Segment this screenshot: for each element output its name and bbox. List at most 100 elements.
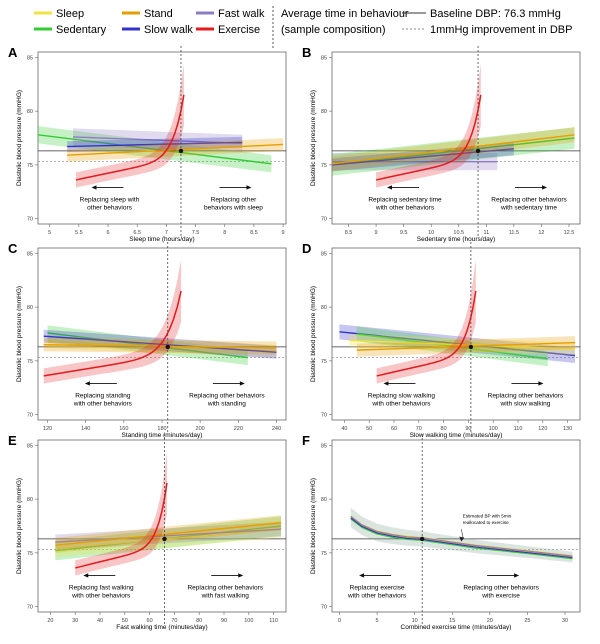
series-line-exercise [75, 482, 168, 569]
y-tick-label: 85 [27, 443, 33, 449]
annotation-arrowhead [459, 536, 465, 542]
y-tick-label: 70 [27, 413, 33, 419]
plot-frame [37, 247, 287, 421]
series-line-stand [67, 143, 284, 156]
right-caption: Replacing other behaviors [189, 392, 265, 399]
right-caption: with exercise [481, 592, 520, 599]
average-point [162, 536, 167, 542]
arrowhead-left [359, 573, 365, 578]
series-line-stand [356, 341, 576, 351]
legend-label-sleep: Sleep [56, 8, 84, 20]
right-caption: Replacing other behaviors [491, 196, 567, 203]
x-tick-label: 90 [221, 618, 227, 624]
left-caption: with other behaviors [71, 592, 131, 599]
average-point [468, 344, 474, 350]
y-tick-label: 75 [27, 359, 33, 365]
x-axis-label: Standing time (minutes/day) [122, 432, 203, 439]
y-tick-label: 85 [321, 251, 327, 257]
panel-e: E Diastolic blood pressure (mmHG) 70 75 80 85… [8, 433, 287, 631]
plot-frame [37, 51, 287, 225]
average-point [475, 148, 481, 154]
x-tick-label: 0 [338, 618, 341, 624]
legend-label-fast-walk: Fast walk [218, 8, 265, 20]
x-tick-label: 12 [538, 230, 544, 236]
x-tick-label: 110 [269, 618, 278, 624]
x-tick-label: 8.5 [250, 230, 258, 236]
x-tick-label: 60 [147, 618, 153, 624]
y-tick-label: 70 [321, 413, 327, 419]
x-tick-label: 10.5 [453, 230, 464, 236]
legend-label-exercise: Exercise [218, 24, 260, 36]
y-tick-label: 85 [27, 251, 33, 257]
x-tick-label: 100 [244, 618, 253, 624]
panel-b: B Diastolic blood pressure (mmHG) 70 75 80 85… [302, 45, 581, 243]
panel-letter: D [302, 241, 311, 256]
y-tick-label: 75 [321, 163, 327, 169]
y-tick-label: 80 [27, 109, 33, 115]
left-caption: Replacing slow walking [368, 392, 436, 399]
legend-label-sedentary: Sedentary [56, 24, 107, 36]
right-caption: with fast walking [201, 592, 250, 599]
right-caption: Replacing other [211, 196, 257, 203]
x-tick-label: 40 [341, 426, 347, 432]
ci-band-exercise [43, 259, 182, 384]
series-line-stand [55, 522, 282, 547]
series-line-slow-walk [331, 148, 514, 166]
arrowhead-left [83, 573, 89, 578]
y-axis-label: Diastolic blood pressure (mmHG) [16, 286, 23, 382]
left-caption: other behaviors [87, 204, 133, 211]
plot-frame [331, 247, 581, 421]
average-point [419, 536, 425, 542]
arrowhead-right [238, 573, 244, 578]
x-tick-label: 100 [489, 426, 498, 432]
y-tick-label: 80 [321, 109, 327, 115]
x-tick-label: 160 [119, 426, 128, 432]
panel-letter: A [8, 45, 18, 60]
arrowhead-right [538, 381, 544, 386]
arrowhead-right [514, 573, 520, 578]
x-tick-label: 5.5 [75, 230, 83, 236]
x-tick-label: 60 [391, 426, 397, 432]
x-tick-label: 40 [97, 618, 103, 624]
plot-frame [331, 439, 581, 613]
y-tick-label: 70 [27, 217, 33, 223]
arrowhead-left [383, 381, 389, 386]
x-axis-label: Sedentary time (hours/day) [417, 236, 495, 243]
x-tick-label: 120 [538, 426, 547, 432]
series-line-sleep [55, 528, 282, 550]
annotation-text: Estimated BP with 5min [463, 513, 512, 518]
arrowhead-left [387, 185, 393, 190]
right-caption: Replacing other behaviors [488, 392, 564, 399]
annotation-pointer [460, 529, 464, 539]
left-caption: with other behaviors [73, 400, 133, 407]
x-tick-label: 8 [223, 230, 226, 236]
y-tick-label: 85 [27, 55, 33, 61]
legend: Sleep Sedentary Stand Slow walk Fast wal… [34, 6, 572, 48]
panel-d: D Diastolic blood pressure (mmHG) 70 75 80 85… [302, 241, 581, 439]
x-axis-label: Fast walking time (minutes/day) [116, 624, 207, 631]
y-tick-label: 75 [27, 163, 33, 169]
x-tick-label: 30 [562, 618, 568, 624]
ci-band-exercise [376, 63, 481, 188]
x-tick-label: 10 [428, 230, 434, 236]
legend-improvement-label: 1mmHg improvement in DBP [430, 24, 572, 36]
left-caption: Replacing fast walking [69, 584, 134, 591]
left-caption: Replacing sedentary time [368, 196, 442, 203]
x-tick-label: 140 [81, 426, 90, 432]
y-axis-label: Diastolic blood pressure (mmHG) [16, 478, 23, 574]
y-tick-label: 75 [321, 359, 327, 365]
legend-label-slow-walk: Slow walk [144, 24, 193, 36]
x-tick-label: 80 [196, 618, 202, 624]
x-tick-label: 110 [514, 426, 523, 432]
ci-band-exercise [75, 451, 167, 576]
arrowhead-left [91, 185, 97, 190]
x-tick-label: 12.5 [564, 230, 575, 236]
x-tick-label: 20 [47, 618, 53, 624]
panel-letter: C [8, 241, 18, 256]
panel-letter: B [302, 45, 311, 60]
y-axis-label: Diastolic blood pressure (mmHG) [310, 286, 317, 382]
y-axis-label: Diastolic blood pressure (mmHG) [16, 90, 23, 186]
x-tick-label: 240 [272, 426, 281, 432]
